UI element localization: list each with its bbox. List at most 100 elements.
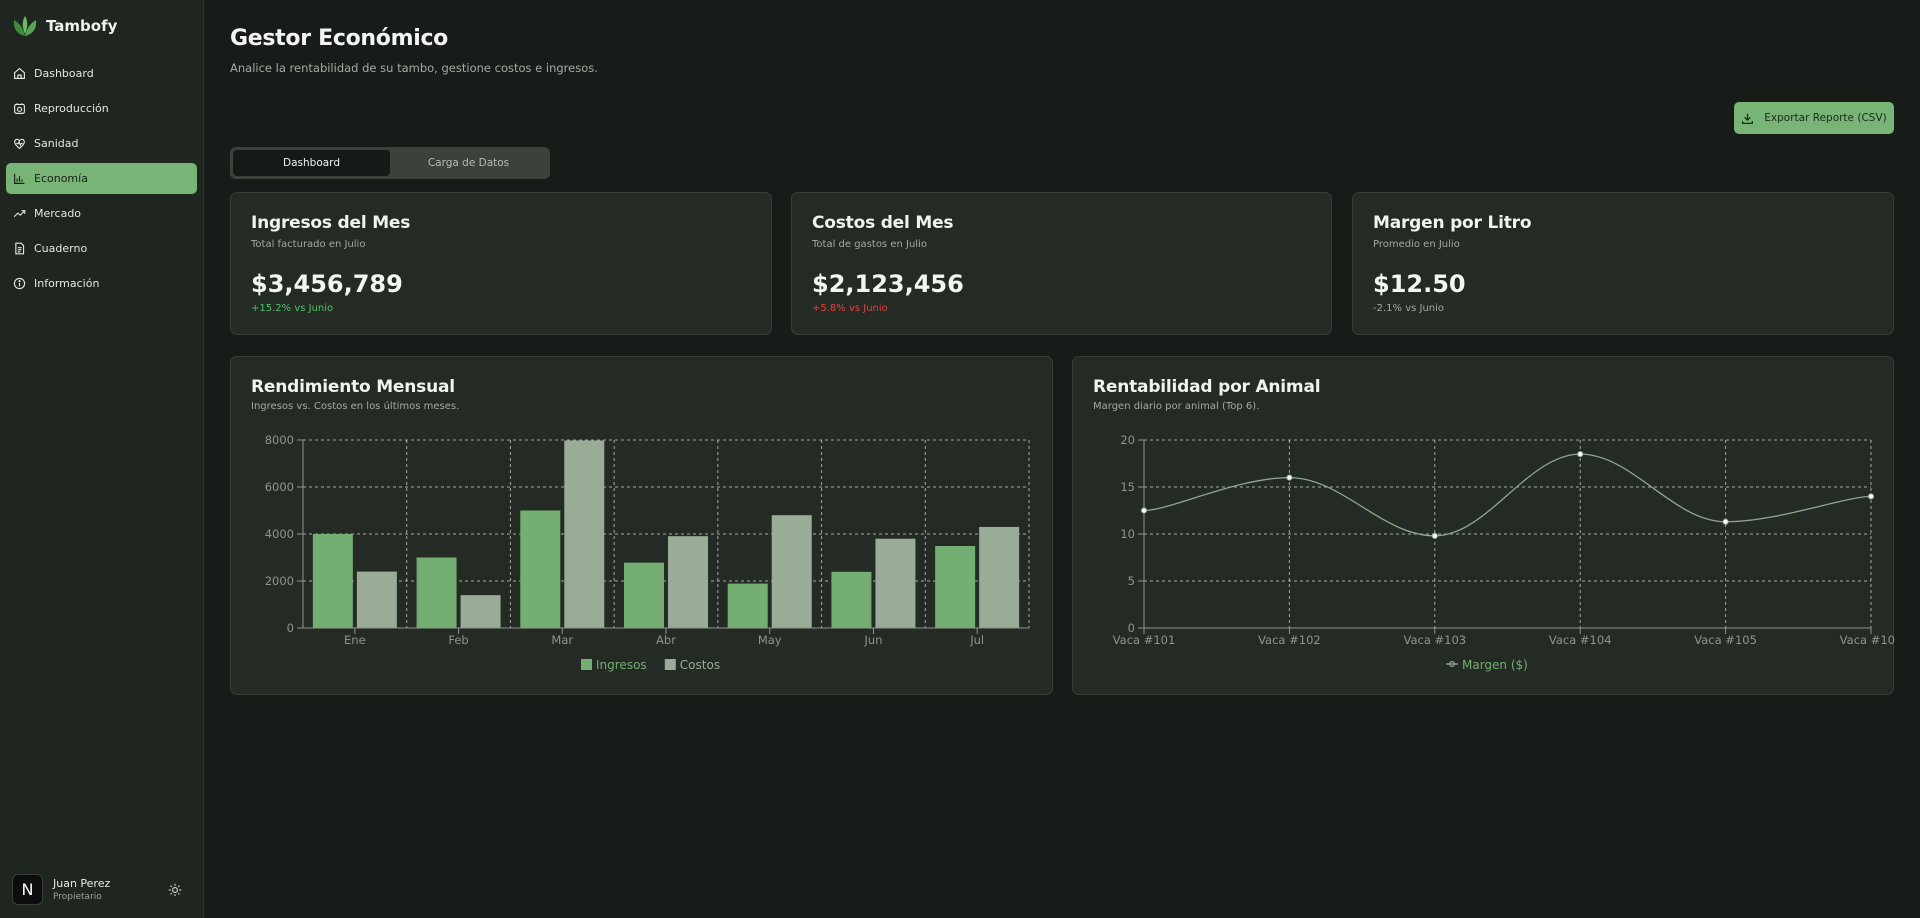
sidebar-item-mercado[interactable]: Mercado <box>6 198 197 229</box>
bar-costos <box>771 515 812 628</box>
kpi-card-ingresos: Ingresos del Mes Total facturado en Juli… <box>230 192 772 335</box>
legend-label: Costos <box>680 658 720 672</box>
kpi-title: Margen por Litro <box>1373 213 1532 233</box>
kpi-card-costos: Costos del Mes Total de gastos en Julio … <box>791 192 1332 335</box>
sidebar-item-label: Cuaderno <box>34 242 88 255</box>
x-tick-label: May <box>758 633 782 647</box>
notebook-icon <box>15 242 25 255</box>
bar-costos <box>356 571 397 628</box>
user-profile[interactable]: N Juan Perez Propietario <box>12 874 110 905</box>
bar-ingresos <box>935 545 976 628</box>
y-tick-label: 8000 <box>265 433 294 447</box>
animal-line-chart: 0 5 10 15 20 Vaca #101 Vaca #102 Vaca #103 Vaca … <box>1113 433 1895 672</box>
legend-swatch <box>664 659 676 670</box>
sidebar-item-economia[interactable]: Economía <box>6 163 197 194</box>
sidebar: Tambofy Dashboard Reproducción Sanidad E… <box>0 0 204 918</box>
export-button-label: Exportar Reporte (CSV) <box>1764 112 1887 124</box>
sidebar-item-label: Mercado <box>34 207 82 220</box>
data-point <box>1577 451 1584 458</box>
sidebar-item-label: Reproducción <box>34 102 109 115</box>
sidebar-item-sanidad[interactable]: Sanidad <box>6 128 197 159</box>
x-tick-label: Jul <box>969 633 984 647</box>
sidebar-item-cuaderno[interactable]: Cuaderno <box>6 233 197 264</box>
bar-costos <box>668 536 708 628</box>
chart-card-animal: Rentabilidad por Animal Margen diario po… <box>1072 356 1895 695</box>
x-tick-label: Vaca #103 <box>1403 633 1466 647</box>
x-tick-label: Ene <box>344 633 366 647</box>
bar-ingresos <box>416 557 457 628</box>
sidebar-item-dashboard[interactable]: Dashboard <box>6 58 197 89</box>
bar-ingresos <box>727 583 768 628</box>
sidebar-item-reproduccion[interactable]: Reproducción <box>6 93 197 124</box>
view-tabs: Dashboard Carga de Datos <box>230 147 550 179</box>
export-csv-button[interactable]: Exportar Reporte (CSV) <box>1734 102 1894 134</box>
trend-icon <box>13 210 26 218</box>
kpi-subtitle: Total facturado en Julio <box>251 239 366 250</box>
x-tick-label: Vaca #102 <box>1258 633 1321 647</box>
user-name: Juan Perez <box>53 877 111 890</box>
page-subtitle: Analice la rentabilidad de su tambo, ges… <box>230 61 598 75</box>
reproduction-icon <box>14 103 25 114</box>
leaf-logo-icon <box>13 16 37 36</box>
y-tick-label: 10 <box>1120 527 1135 541</box>
bar-ingresos <box>312 534 353 628</box>
kpi-change: +5.8% vs Junio <box>812 303 888 314</box>
chart-subtitle: Ingresos vs. Costos en los últimos meses… <box>251 401 460 412</box>
x-tick-label: Vaca #104 <box>1549 633 1612 647</box>
kpi-change: +15.2% vs Junio <box>251 303 334 314</box>
avatar: N <box>12 874 43 905</box>
sidebar-item-informacion[interactable]: Información <box>6 268 197 299</box>
x-tick-label: Mar <box>551 633 573 647</box>
bar-costos <box>979 526 1020 628</box>
kpi-value: $3,456,789 <box>251 270 403 298</box>
x-tick-label: Vaca #101 <box>1113 633 1176 647</box>
data-point <box>1867 493 1875 500</box>
kpi-value: $12.50 <box>1373 270 1466 298</box>
y-tick-label: 20 <box>1120 433 1135 447</box>
user-role: Propietario <box>53 892 102 902</box>
sidebar-item-label: Dashboard <box>34 67 94 80</box>
x-tick-label: Vaca #105 <box>1694 633 1757 647</box>
kpi-title: Ingresos del Mes <box>251 213 411 233</box>
bar-ingresos <box>831 571 872 628</box>
bar-chart-icon <box>14 173 25 184</box>
legend-label: Margen ($) <box>1462 658 1528 672</box>
legend-label: Ingresos <box>596 658 647 672</box>
chart-subtitle: Margen diario por animal (Top 6). <box>1093 401 1260 412</box>
x-tick-label: Feb <box>448 633 468 647</box>
data-point <box>1286 474 1293 481</box>
series-line <box>1143 453 1872 537</box>
tab-carga-de-datos[interactable]: Carga de Datos <box>427 157 510 169</box>
sidebar-item-label: Sanidad <box>34 137 79 150</box>
tab-dashboard[interactable]: Dashboard <box>233 150 390 176</box>
chart-title: Rentabilidad por Animal <box>1093 377 1321 397</box>
kpi-title: Costos del Mes <box>812 213 954 233</box>
download-icon <box>1742 113 1754 124</box>
bar-costos <box>564 440 605 628</box>
bar-costos <box>460 595 501 628</box>
sidebar-nav: Dashboard Reproducción Sanidad Economía … <box>6 58 197 303</box>
legend-swatch <box>581 659 592 670</box>
data-point <box>1431 532 1438 539</box>
chart-card-monthly: Rendimiento Mensual Ingresos vs. Costos … <box>230 356 1053 695</box>
info-icon <box>13 277 26 290</box>
bar-ingresos <box>624 562 664 628</box>
sidebar-item-label: Economía <box>34 172 88 185</box>
x-tick-label: Jun <box>863 633 882 647</box>
y-tick-label: 5 <box>1128 574 1135 588</box>
kpi-subtitle: Total de gastos en Julio <box>812 239 927 250</box>
y-tick-label: 6000 <box>265 480 294 494</box>
y-tick-label: 0 <box>1128 621 1135 635</box>
y-tick-label: 4000 <box>265 527 294 541</box>
page-title: Gestor Económico <box>230 26 448 51</box>
kpi-value: $2,123,456 <box>812 270 964 298</box>
sun-icon[interactable] <box>168 883 182 897</box>
app-name: Tambofy <box>46 17 118 35</box>
x-tick-label: Abr <box>656 633 676 647</box>
kpi-subtitle: Promedio en Julio <box>1373 239 1460 250</box>
home-icon <box>14 67 25 79</box>
brand[interactable]: Tambofy <box>12 14 117 38</box>
y-tick-label: 0 <box>287 621 294 635</box>
y-tick-label: 15 <box>1120 480 1135 494</box>
monthly-bar-chart: 0 2000 4000 6000 8000 Ene Feb Mar Abr May Jun Jul In… <box>265 433 1030 672</box>
